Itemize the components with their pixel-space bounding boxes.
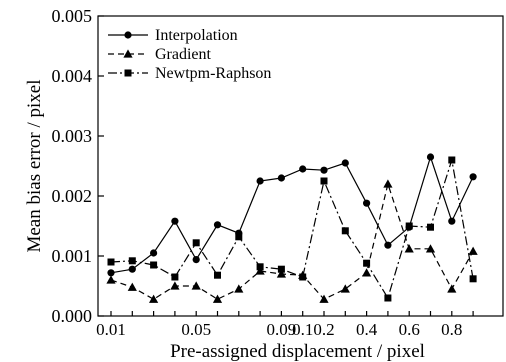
series-circle bbox=[107, 153, 477, 277]
data-point bbox=[299, 165, 307, 173]
legend-label: Gradient bbox=[155, 46, 212, 63]
y-axis-label: Mean bias error / pixel bbox=[24, 79, 45, 252]
data-point bbox=[107, 258, 115, 266]
data-point bbox=[299, 273, 307, 281]
data-point bbox=[277, 174, 285, 182]
legend-label: Newtpm-Raphson bbox=[155, 65, 271, 82]
data-point bbox=[171, 217, 179, 225]
data-point bbox=[214, 271, 221, 279]
data-point bbox=[448, 217, 456, 225]
data-point bbox=[191, 281, 201, 290]
data-point bbox=[255, 266, 265, 275]
data-point bbox=[170, 281, 180, 290]
data-point bbox=[468, 246, 478, 255]
data-point bbox=[192, 239, 200, 247]
y-tick-label: 0.002 bbox=[52, 186, 93, 206]
data-point bbox=[404, 244, 414, 253]
data-point bbox=[320, 177, 328, 185]
data-point bbox=[149, 294, 159, 303]
x-tick-label: 0.2 bbox=[313, 320, 334, 339]
data-point bbox=[192, 256, 200, 264]
data-point bbox=[235, 233, 243, 241]
x-tick-label: 0.6 bbox=[399, 320, 420, 339]
data-point bbox=[276, 269, 286, 278]
data-point bbox=[171, 273, 179, 281]
data-point bbox=[212, 294, 223, 303]
legend-marker bbox=[123, 49, 133, 58]
data-point bbox=[469, 275, 477, 283]
data-point bbox=[128, 265, 136, 273]
y-tick-label: 0.001 bbox=[52, 246, 93, 266]
data-point bbox=[150, 261, 158, 269]
legend-marker bbox=[124, 69, 132, 77]
y-tick-label: 0.005 bbox=[52, 6, 93, 26]
x-tick-label: 0.1 bbox=[292, 320, 313, 339]
data-point bbox=[384, 294, 392, 302]
data-point bbox=[469, 173, 477, 181]
series-triangle bbox=[106, 179, 478, 303]
series-line bbox=[110, 155, 474, 274]
data-point bbox=[341, 227, 349, 235]
data-point bbox=[362, 268, 372, 277]
series-line bbox=[110, 159, 474, 300]
data-point bbox=[127, 282, 137, 291]
legend-marker bbox=[124, 31, 132, 39]
x-tick-label: 0.05 bbox=[181, 320, 211, 339]
data-point bbox=[383, 179, 393, 188]
data-point bbox=[234, 284, 244, 293]
series-line bbox=[110, 181, 474, 300]
x-tick-label: 0.09 bbox=[267, 320, 297, 339]
legend-entry: Gradient bbox=[108, 46, 212, 63]
data-point bbox=[384, 241, 392, 249]
data-point bbox=[277, 265, 285, 273]
data-point bbox=[427, 223, 434, 231]
y-tick-label: 0.003 bbox=[52, 126, 93, 146]
data-point bbox=[426, 153, 435, 161]
legend-entry: Newtpm-Raphson bbox=[108, 65, 271, 82]
plot-frame bbox=[97, 15, 504, 317]
data-point bbox=[340, 284, 350, 293]
data-point bbox=[341, 159, 349, 167]
y-tick-label: 0.004 bbox=[52, 66, 93, 86]
legend-label: Interpolation bbox=[155, 27, 238, 44]
data-point bbox=[107, 269, 115, 277]
data-point bbox=[405, 222, 413, 230]
data-point bbox=[363, 199, 371, 207]
data-point bbox=[256, 177, 264, 185]
x-axis-label: Pre-assigned displacement / pixel bbox=[170, 341, 425, 362]
data-point bbox=[425, 244, 436, 253]
data-point bbox=[150, 249, 158, 257]
series-square bbox=[107, 156, 477, 302]
data-point bbox=[106, 275, 116, 284]
data-point bbox=[256, 263, 264, 271]
x-tick-label: 0.4 bbox=[356, 320, 378, 339]
x-tick-label: 0.01 bbox=[96, 320, 126, 339]
legend-entry: Interpolation bbox=[108, 27, 238, 44]
data-point bbox=[363, 259, 371, 267]
data-point bbox=[128, 257, 136, 265]
data-point bbox=[447, 284, 457, 293]
data-point bbox=[213, 221, 222, 229]
data-point bbox=[448, 156, 456, 164]
y-tick-label: 0.000 bbox=[52, 306, 93, 326]
data-point bbox=[319, 294, 329, 303]
data-point bbox=[320, 166, 328, 174]
x-tick-label: 0.8 bbox=[441, 320, 462, 339]
